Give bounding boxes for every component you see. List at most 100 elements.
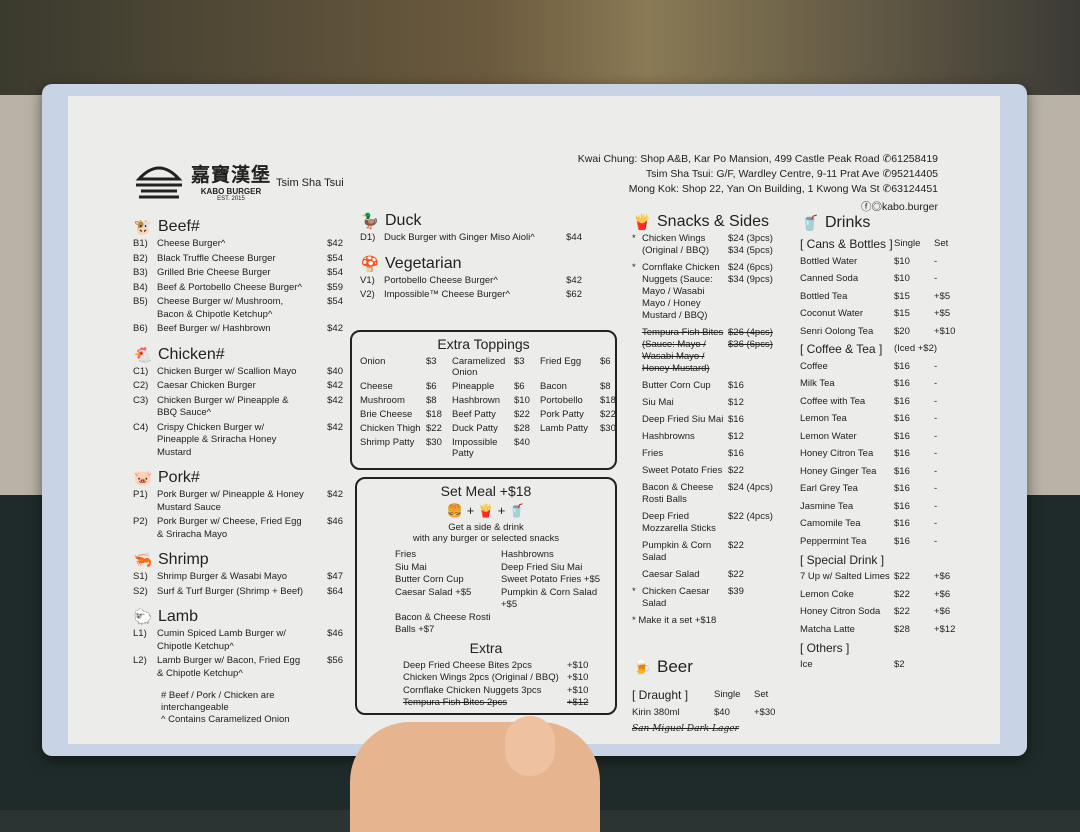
snack-name: Bacon & Cheese Rosti Balls — [642, 482, 714, 505]
item-price: $62 — [566, 289, 582, 300]
topping-price: $28 — [514, 423, 530, 434]
snacks-heading: 🍟 Snacks & Sides — [632, 213, 770, 231]
drink-name: Coffee with Tea — [800, 395, 866, 407]
extra-item: Cornflake Chicken Nuggets 3pcs +$10 — [365, 685, 607, 698]
snack-item: Deep Fried Siu Mai $16 — [632, 414, 790, 426]
snack-price: $16 — [728, 414, 744, 425]
menu-item: C3) Chicken Burger w/ Pineapple & BBQ Sau… — [133, 395, 343, 420]
drink-set-price: - — [934, 518, 938, 529]
snack-price: $39 — [728, 586, 744, 597]
drink-single-price: $40 — [714, 706, 730, 718]
side-option: Caesar Salad +$5 — [395, 586, 472, 598]
snack-item: Sweet Potato Fries $22 — [632, 465, 790, 477]
snack-name: Butter Corn Cup — [642, 380, 711, 391]
topping-name: Pineapple — [452, 381, 495, 392]
snack-star: * — [632, 586, 636, 597]
beef-heading: 🐮 Beef# — [133, 218, 343, 236]
topping-price: $10 — [514, 395, 530, 406]
drink-single-price: $28 — [894, 623, 910, 635]
snack-star — [632, 482, 642, 506]
extra-item: Tempura Fish Bites 2pcs +$12 — [365, 697, 607, 710]
snack-name: Deep Fried Mozzarella Sticks — [642, 511, 716, 534]
snack-star — [632, 431, 642, 443]
drink-name: Honey Citron Soda — [800, 606, 881, 617]
item-code: B5) — [133, 296, 148, 307]
topping-price — [600, 437, 622, 459]
menu-item: C1) Chicken Burger w/ Scallion Mayo $40 — [133, 366, 343, 379]
drink-item: Honey Citron Tea $16 - — [800, 448, 970, 460]
menu-item: S1) Shrimp Burger & Wasabi Mayo $47 — [133, 571, 343, 584]
item-name: Pork Burger w/ Cheese, Fried Egg & Srira… — [157, 516, 302, 540]
side-option: Bacon & Cheese Rosti Balls +$7 — [395, 611, 491, 636]
address-line: Mong Kok: Shop 22, Yan On Building, 1 Kw… — [628, 183, 938, 195]
item-code: B1) — [133, 238, 148, 249]
item-name: Impossible™ Cheese Burger^ — [384, 289, 510, 300]
topping-name: Shrimp Patty — [360, 437, 415, 448]
drink-set-price: +$12 — [934, 623, 956, 635]
drink-set-price: - — [934, 255, 938, 267]
item-code: V2) — [360, 289, 375, 300]
duck-icon: 🦆 — [360, 213, 380, 230]
snack-star — [632, 414, 642, 426]
fries-icon: 🍟 — [632, 214, 652, 231]
snack-price: $16 — [728, 380, 744, 391]
topping-price: $22 — [600, 409, 616, 420]
set-meal-box: Set Meal +$18 🍔 + 🍟 + 🥤 Get a side & dri… — [355, 477, 617, 715]
drinks-heading: 🥤 Drinks — [800, 214, 871, 232]
drink-name: Matcha Latte — [800, 623, 855, 635]
drink-name: Camomile Tea — [800, 518, 861, 529]
instagram-icon: ◎ — [871, 201, 882, 213]
snack-name: Tempura Fish Bites (Sauce: Mayo / Wasabi… — [642, 327, 724, 374]
menu-item: S2) Surf & Turf Burger (Shrimp + Beef) $64 — [133, 586, 343, 599]
drink-single-price: $16 — [894, 500, 910, 512]
snack-name: Pumpkin & Corn Salad — [642, 540, 712, 563]
menu-item: B4) Beef & Portobello Cheese Burger^ $59 — [133, 282, 343, 295]
item-name: Portobello Cheese Burger^ — [384, 274, 498, 286]
item-name: Black Truffle Cheese Burger — [157, 252, 276, 264]
menu-item: B6) Beef Burger w/ Hashbrown $42 — [133, 323, 343, 336]
drink-item: Milk Tea $16 - — [800, 378, 970, 390]
drink-set-price: +$10 — [934, 325, 956, 337]
item-code: B6) — [133, 323, 148, 334]
snack-price: $22 — [728, 540, 744, 551]
side-row: Fries Hashbrowns — [365, 549, 607, 562]
chicken-icon: 🐔 — [133, 346, 153, 364]
drink-item: Lemon Tea $16 - — [800, 413, 970, 425]
item-code: V1) — [360, 274, 375, 286]
side-option: Fries — [395, 549, 417, 560]
menu-item: B3) Grilled Brie Cheese Burger $54 — [133, 267, 343, 280]
drink-name: Bottled Tea — [800, 290, 848, 302]
others-header: [ Others ] — [800, 640, 850, 655]
item-price: $40 — [327, 365, 343, 377]
side-row: Siu Mai Deep Fried Siu Mai — [365, 562, 607, 575]
snack-item: Pumpkin & Corn Salad $22 — [632, 540, 790, 564]
item-price: $42 — [327, 489, 343, 500]
item-price: $46 — [327, 516, 343, 527]
draught-header: [ Draught ] Single Set — [632, 688, 769, 702]
drink-name: Milk Tea — [800, 378, 835, 389]
drink-set-price: +$30 — [754, 706, 776, 718]
snack-star — [632, 327, 642, 375]
item-price: $59 — [327, 281, 343, 293]
special-header: [ Special Drink ] — [800, 552, 885, 567]
drink-single-price: $22 — [894, 588, 910, 600]
item-name: Lamb Burger w/ Bacon, Fried Egg & Chipot… — [157, 655, 301, 679]
item-code: B2) — [133, 252, 148, 264]
extra-title: Extra — [469, 639, 503, 656]
drink-item: Bottled Water $10 - — [800, 256, 970, 268]
topping-name: Fried Egg — [540, 356, 582, 367]
drink-single-price: $22 — [894, 571, 910, 582]
snack-star — [632, 511, 642, 535]
pork-title: Pork# — [158, 469, 200, 486]
others-list: Ice $2 — [800, 659, 970, 671]
drink-item: Matcha Latte $28 +$12 — [800, 624, 970, 636]
item-price: $54 — [327, 252, 343, 264]
column-snacks: 🍟 Snacks & Sides * Chicken Wings (Original… — [632, 213, 790, 734]
drink-item: Senri Oolong Tea $20 +$10 — [800, 326, 970, 338]
drink-single-price: $16 — [894, 465, 910, 477]
shrimp-icon: 🦐 — [133, 552, 153, 569]
drink-item: Earl Grey Tea $16 - — [800, 483, 970, 495]
lamb-title: Lamb — [158, 608, 199, 625]
item-code: S1) — [133, 571, 148, 582]
menu-item: C2) Caesar Chicken Burger $42 — [133, 380, 343, 393]
